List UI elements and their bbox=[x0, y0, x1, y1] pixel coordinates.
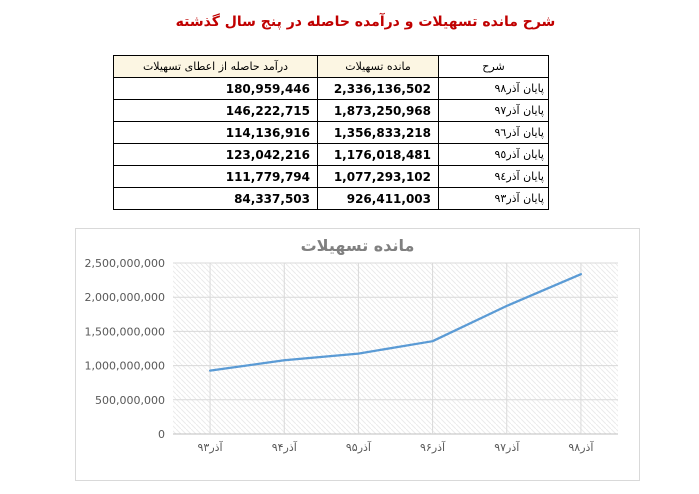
y-tick-label: 1,000,000,000 bbox=[85, 360, 165, 373]
x-tick-label: آذر۹۴ bbox=[272, 440, 298, 454]
col-header-sharh: شرح bbox=[438, 55, 549, 78]
cell-mande: 2,336,136,502 bbox=[317, 77, 439, 100]
series-line bbox=[208, 273, 583, 372]
x-tick-label: آذر۹۷ bbox=[494, 440, 520, 454]
chart-panel: مانده تسهیلات 0 500,000,000 1,000,000,000 1… bbox=[75, 228, 640, 481]
x-tick-label: آذر۹۶ bbox=[420, 440, 446, 454]
cell-mande: 1,077,293,102 bbox=[317, 165, 439, 188]
table-row: پایان آذر٩٦ 1,356,833,218 114,136,916 bbox=[113, 121, 549, 144]
line-chart: 0 500,000,000 1,000,000,000 1,500,000,000 2,… bbox=[85, 257, 618, 454]
y-tick-label: 500,000,000 bbox=[95, 394, 165, 407]
cell-sharh: پایان آذر٩٧ bbox=[438, 99, 549, 122]
table-row: پایان آذر٩٣ 926,411,003 84,337,503 bbox=[113, 187, 549, 210]
table-row: پایان آذر٩٨ 2,336,136,502 180,959,446 bbox=[113, 77, 549, 100]
cell-sharh: پایان آذر٩٣ bbox=[438, 187, 549, 210]
cell-sharh: پایان آذر٩٥ bbox=[438, 143, 549, 166]
x-tick-label: آذر۹۸ bbox=[568, 440, 594, 454]
cell-sharh: پایان آذر٩٤ bbox=[438, 165, 549, 188]
cell-daramad: 111,779,794 bbox=[113, 165, 318, 188]
table-row: پایان آذر٩٧ 1,873,250,968 146,222,715 bbox=[113, 99, 549, 122]
col-header-daramad: درآمد حاصله از اعطای تسهیلات bbox=[113, 55, 318, 78]
cell-mande: 926,411,003 bbox=[317, 187, 439, 210]
cell-mande: 1,873,250,968 bbox=[317, 99, 439, 122]
cell-sharh: پایان آذر٩٨ bbox=[438, 77, 549, 100]
y-tick-label: 1,500,000,000 bbox=[85, 325, 165, 338]
table-row: پایان آذر٩٤ 1,077,293,102 111,779,794 bbox=[113, 165, 549, 188]
y-tick-label: 2,500,000,000 bbox=[85, 257, 165, 270]
col-header-mande: مانده تسهیلات bbox=[317, 55, 439, 78]
cell-daramad: 114,136,916 bbox=[113, 121, 318, 144]
document-title: شرح مانده تسهیلات و درآمده حاصله در پنج … bbox=[175, 14, 556, 30]
cell-daramad: 146,222,715 bbox=[113, 99, 318, 122]
cell-sharh: پایان آذر٩٦ bbox=[438, 121, 549, 144]
cell-daramad: 84,337,503 bbox=[113, 187, 318, 210]
y-tick-label: 2,000,000,000 bbox=[85, 291, 165, 304]
y-tick-label: 0 bbox=[158, 428, 165, 441]
table-header-row: شرح مانده تسهیلات درآمد حاصله از اعطای ت… bbox=[113, 55, 549, 78]
facilities-table: شرح مانده تسهیلات درآمد حاصله از اعطای ت… bbox=[113, 55, 549, 210]
x-tick-label: آذر۹۵ bbox=[346, 440, 372, 454]
table-body: پایان آذر٩٨ 2,336,136,502 180,959,446 پایان… bbox=[113, 77, 549, 210]
chart-title: مانده تسهیلات bbox=[300, 236, 415, 255]
table-row: پایان آذر٩٥ 1,176,018,481 123,042,216 bbox=[113, 143, 549, 166]
cell-mande: 1,176,018,481 bbox=[317, 143, 439, 166]
x-tick-label: آذر۹۳ bbox=[198, 440, 224, 454]
cell-mande: 1,356,833,218 bbox=[317, 121, 439, 144]
cell-daramad: 180,959,446 bbox=[113, 77, 318, 100]
cell-daramad: 123,042,216 bbox=[113, 143, 318, 166]
